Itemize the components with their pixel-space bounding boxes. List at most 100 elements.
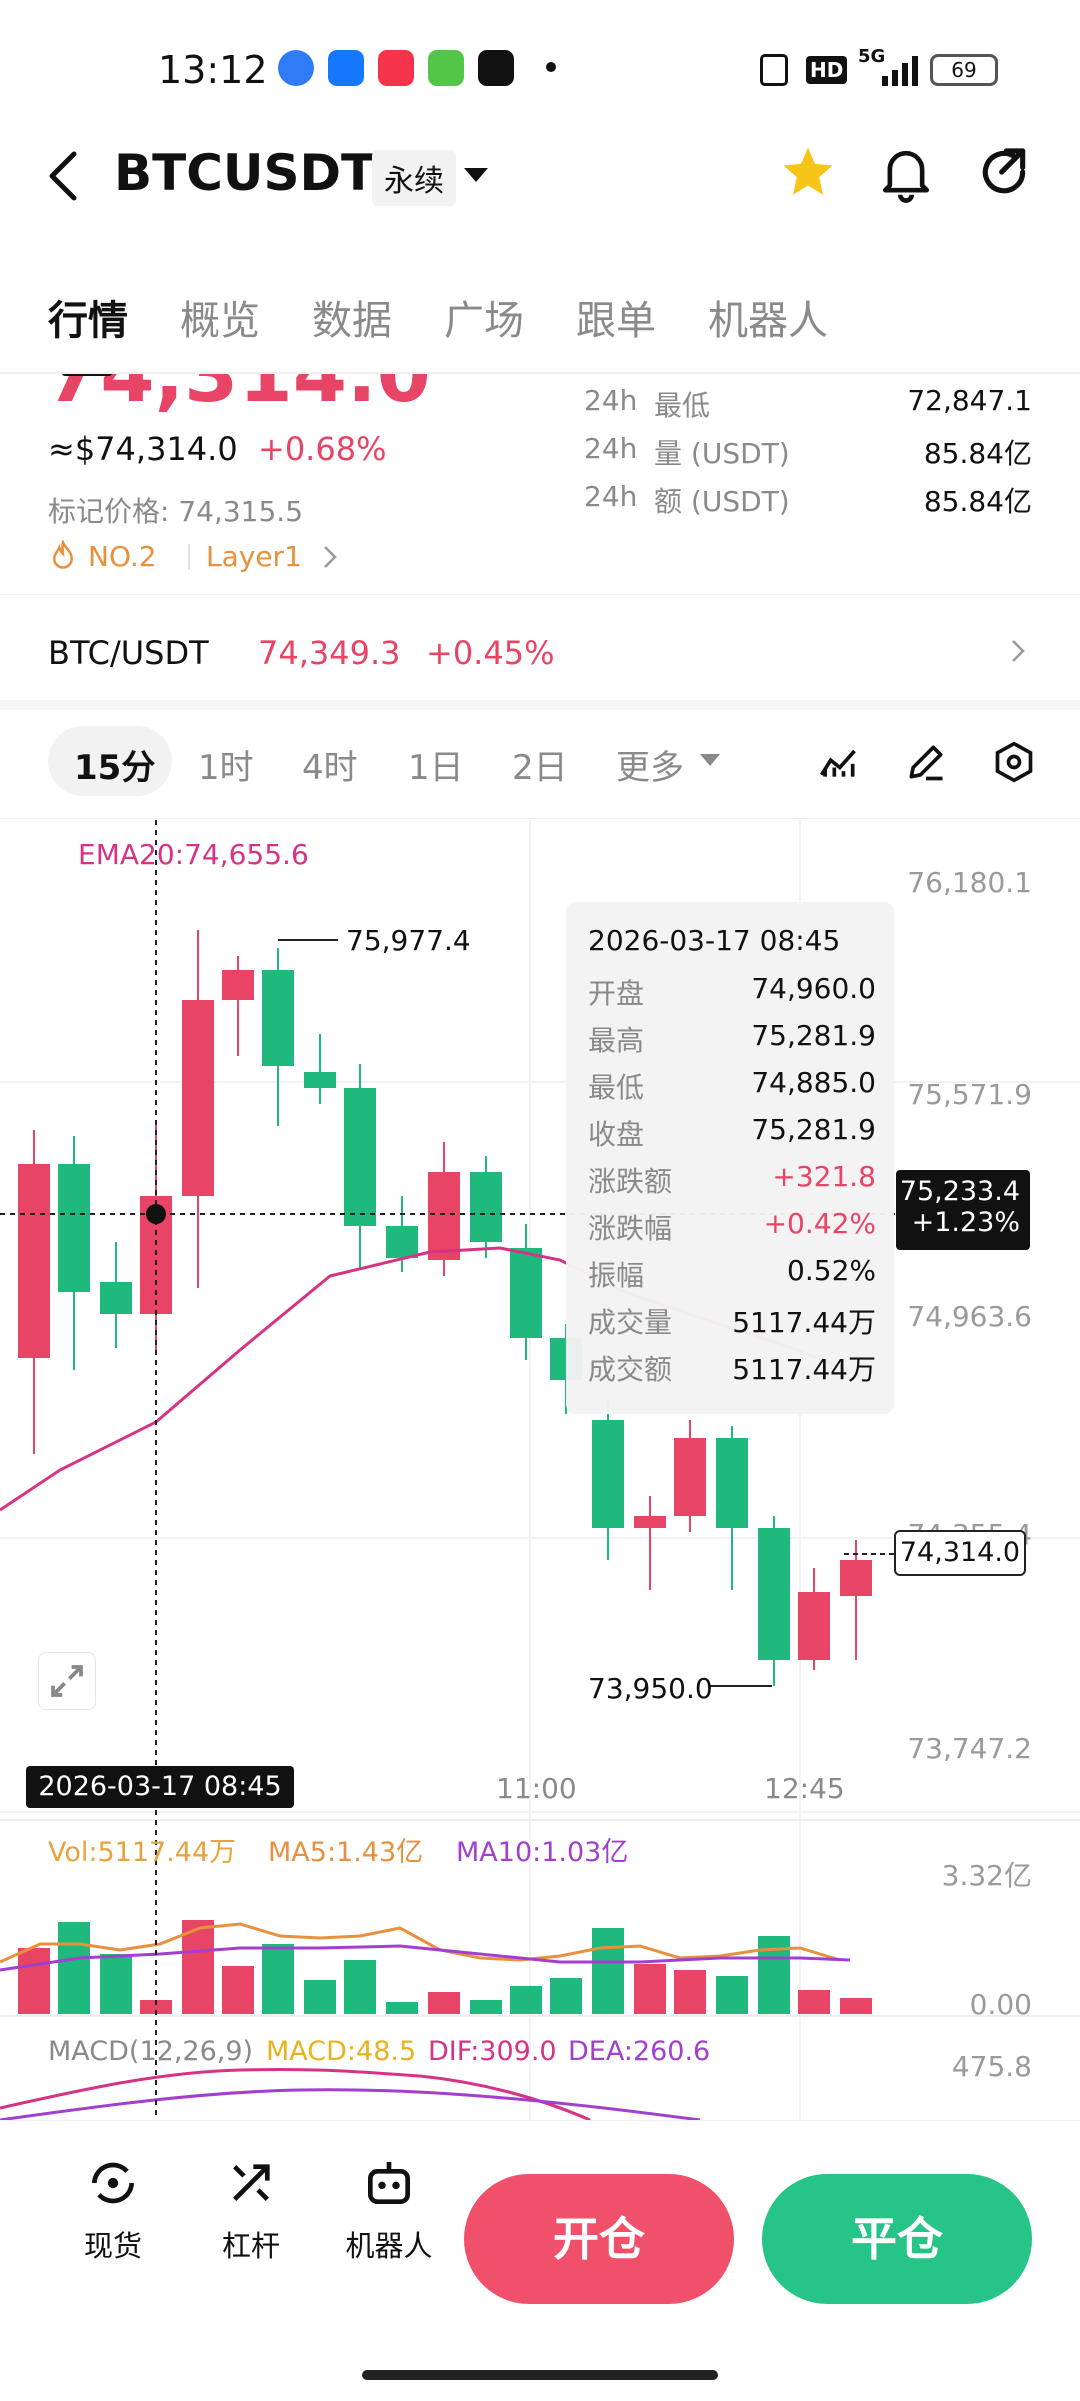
- interval-4h[interactable]: 4时: [302, 748, 358, 788]
- stat-turnover-label: 额 (USDT): [654, 485, 790, 518]
- margin-button[interactable]: 杠杆: [196, 2155, 306, 2265]
- candle-body: [182, 1000, 214, 1196]
- candle-body: [100, 1282, 132, 1314]
- spot-row[interactable]: BTC/USDT 74,349.3 +0.45%: [0, 600, 1080, 700]
- low-marker-label: 73,950.0: [588, 1672, 713, 1705]
- share-icon[interactable]: [976, 144, 1032, 200]
- section-divider: [0, 594, 1080, 595]
- ma5-label: MA5:1.43亿: [268, 1837, 424, 1868]
- candle-body: [758, 1528, 790, 1660]
- network-type: 5G: [858, 46, 886, 67]
- sector-tag[interactable]: Layer1: [206, 540, 302, 573]
- candle-body: [716, 1438, 748, 1528]
- volume-bar: [18, 1948, 50, 2014]
- stat-low-label: 最低: [654, 389, 711, 422]
- chevron-down-icon[interactable]: [464, 166, 488, 182]
- candle-body: [634, 1516, 666, 1528]
- last-price: 74,314.0: [46, 374, 431, 420]
- price-tick-1: 76,180.1: [907, 866, 1032, 899]
- interval-more[interactable]: 更多: [616, 748, 684, 788]
- volume-bar: [140, 2000, 172, 2014]
- bot-button[interactable]: 机器人: [334, 2155, 444, 2265]
- interval-1d[interactable]: 1日: [408, 748, 464, 788]
- tabs-divider: [0, 372, 1080, 374]
- spot-change: +0.45%: [426, 634, 555, 672]
- kline-chart[interactable]: [0, 820, 1080, 2120]
- high-marker-label: 75,977.4: [346, 924, 471, 957]
- volume-bar: [428, 1992, 460, 2014]
- volume-bar: [550, 1978, 582, 2014]
- candle-body: [428, 1172, 460, 1260]
- crosshair-price-tag: 75,233.4 +1.23%: [896, 1170, 1030, 1250]
- dea-line: [0, 2088, 701, 2120]
- tooltip-row-close: 收盘 75,281.9: [588, 1113, 876, 1151]
- tab-data[interactable]: 数据: [312, 298, 392, 344]
- draw-pencil-icon[interactable]: [904, 740, 948, 784]
- volume-bar: [510, 1986, 542, 2014]
- volume-bar: [634, 1964, 666, 2014]
- interval-1h[interactable]: 1时: [198, 748, 254, 788]
- dif-value: DIF:309.0: [428, 2036, 557, 2067]
- volume-bar: [798, 1990, 830, 2014]
- stat-volume-label: 量 (USDT): [654, 437, 790, 470]
- margin-label: 杠杆: [221, 2229, 280, 2263]
- open-position-button[interactable]: 开仓: [464, 2174, 734, 2304]
- tab-copy-trading[interactable]: 跟单: [576, 298, 656, 344]
- tab-market[interactable]: 行情: [48, 298, 128, 344]
- chevron-down-icon[interactable]: [700, 754, 720, 766]
- macd-value: MACD:48.5: [266, 2036, 417, 2067]
- candle-body: [262, 970, 294, 1066]
- status-time: 13:12: [158, 48, 268, 92]
- time-tick-1: 11:00: [496, 1772, 577, 1805]
- tiktok-app-icon: [478, 50, 514, 86]
- tab-bots[interactable]: 机器人: [708, 298, 828, 344]
- bot-label: 机器人: [345, 2229, 433, 2263]
- chevron-right-icon[interactable]: [322, 544, 338, 570]
- price-tick-5: 73,747.2: [907, 1732, 1032, 1765]
- rank-badge[interactable]: NO.2: [88, 540, 157, 573]
- tooltip-row-change: 涨跌额 +321.8: [588, 1160, 876, 1198]
- volume-bar: [840, 1998, 872, 2014]
- settings-hexagon-icon[interactable]: [992, 740, 1036, 784]
- back-arrow-icon[interactable]: [44, 148, 84, 204]
- candle-tooltip: 2026-03-17 08:45 开盘 74,960.0 最高 75,281.9 最…: [566, 902, 894, 1414]
- indicator-icon[interactable]: [816, 740, 860, 784]
- tag-divider: [188, 544, 190, 570]
- nfc-icon: [760, 54, 788, 86]
- close-position-button[interactable]: 平仓: [762, 2174, 1032, 2304]
- time-tick-2: 12:45: [764, 1772, 845, 1805]
- tooltip-row-open: 开盘 74,960.0: [588, 972, 876, 1010]
- candle-body: [798, 1592, 830, 1660]
- interval-2d[interactable]: 2日: [512, 748, 568, 788]
- crosshair-dot: [146, 1204, 166, 1224]
- tab-overview[interactable]: 概览: [180, 298, 260, 344]
- usd-price: ≈$74,314.0: [48, 430, 238, 468]
- candle-body: [386, 1226, 418, 1258]
- status-bar: 13:12 HD 5G 69: [0, 0, 1080, 130]
- tab-square[interactable]: 广场: [444, 298, 524, 344]
- messages-app-icon: [428, 50, 464, 86]
- spot-button[interactable]: 现货: [58, 2155, 168, 2265]
- symbol-title[interactable]: BTCUSDT: [114, 144, 376, 202]
- tooltip-row-amplitude: 振幅 0.52%: [588, 1254, 876, 1292]
- music-app-icon: [378, 50, 414, 86]
- spot-label: 现货: [83, 2229, 142, 2263]
- main-tabs: 行情 概览 数据 广场 跟单 机器人: [0, 270, 1080, 370]
- spot-pair: BTC/USDT: [48, 634, 209, 672]
- tooltip-time: 2026-03-17 08:45: [588, 924, 841, 957]
- volume-bar: [182, 1920, 214, 2014]
- expand-button[interactable]: [38, 1652, 96, 1710]
- interval-15m[interactable]: 15分: [74, 748, 156, 788]
- alipay-app-icon: [328, 50, 364, 86]
- volume-bar: [100, 1954, 132, 2014]
- contract-type-badge[interactable]: 永续: [372, 150, 456, 206]
- vol-tick-max: 3.32亿: [941, 1859, 1032, 1892]
- price-change-pct: +0.68%: [258, 430, 387, 468]
- ma5-line: [0, 1922, 841, 1964]
- chevron-right-icon[interactable]: [1010, 638, 1026, 664]
- candle-body: [18, 1164, 50, 1358]
- spot-icon: [92, 2162, 134, 2204]
- macd-tick: 475.8: [951, 2050, 1032, 2083]
- bell-icon[interactable]: [878, 144, 934, 204]
- star-icon[interactable]: [780, 144, 836, 200]
